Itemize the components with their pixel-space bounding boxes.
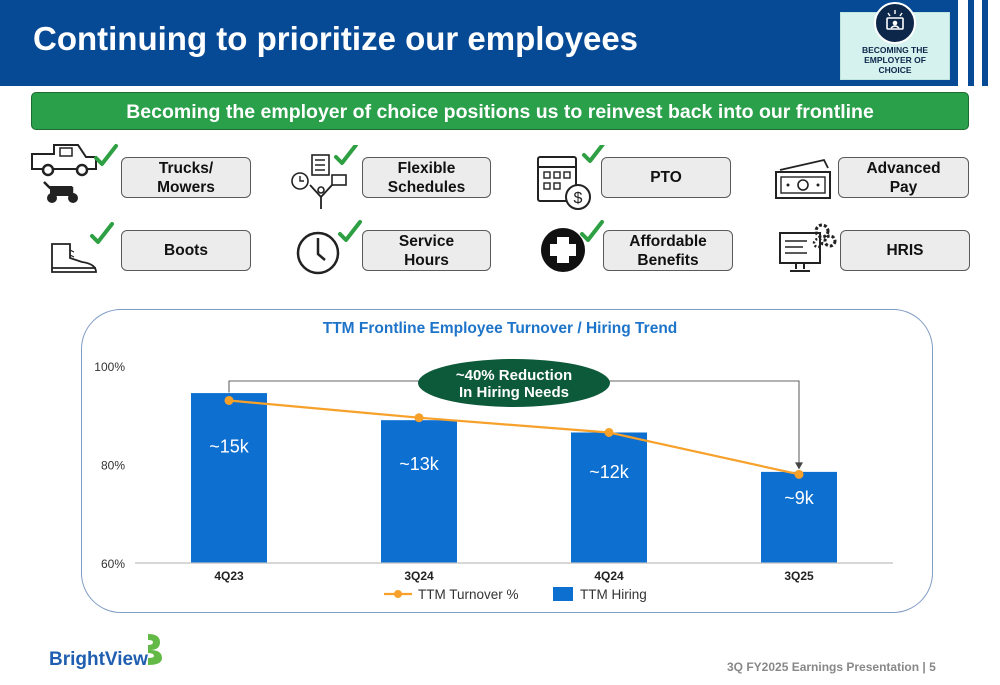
clock-icon: [296, 220, 362, 275]
benefit-label: Advanced Pay: [866, 159, 941, 196]
benefit-label: Flexible Schedules: [387, 159, 466, 196]
boot-icon: [51, 222, 114, 273]
turnover-point: [794, 469, 804, 479]
benefit-boots: Boots: [121, 230, 251, 271]
benefit-flexible-schedules: Flexible Schedules: [362, 157, 491, 198]
turnover-line: [228, 399, 800, 476]
benefit-affordable-benefits: Affordable Benefits: [603, 230, 733, 271]
y-tick-label: 60%: [101, 557, 125, 571]
annotation-text: In Hiring Needs: [459, 384, 569, 401]
medical-cross-icon: [541, 220, 604, 272]
annotation-bubble: [418, 359, 610, 407]
turnover-point: [604, 427, 614, 437]
chart-title: TTM Frontline Employee Turnover / Hiring…: [322, 320, 678, 337]
bar-data-label: ~12k: [589, 462, 630, 482]
legend-line-marker: [394, 590, 402, 598]
badge-emblem-icon: [874, 2, 916, 44]
brand-logo: BrightView: [49, 649, 148, 670]
header-stripe: [958, 0, 968, 86]
benefit-label: PTO: [650, 169, 682, 186]
banner-text: Becoming the employer of choice position…: [126, 101, 874, 123]
bar: [571, 432, 647, 563]
bar: [381, 420, 457, 563]
y-tick-label: 100%: [94, 360, 125, 374]
truck-mower-icon: [31, 144, 118, 203]
computer-gears-icon: [779, 223, 837, 272]
brand-leaf-icon: [148, 634, 162, 665]
y-tick-label: 80%: [101, 459, 125, 473]
bar-data-label: ~9k: [784, 488, 815, 508]
benefit-label: HRIS: [886, 242, 924, 259]
calendar-dollar-icon: $: [537, 145, 605, 210]
annotation-text: ~40% Reduction: [456, 367, 572, 384]
badge-text: BECOMING THE EMPLOYER OF CHOICE: [861, 45, 929, 75]
header-stripe: [974, 0, 982, 86]
bar: [191, 393, 267, 563]
banner: Becoming the employer of choice position…: [31, 92, 969, 130]
flexible-schedule-icon: [291, 145, 358, 209]
cash-icon: [775, 158, 831, 199]
legend-label-hiring: TTM Hiring: [580, 587, 647, 602]
x-tick-label: 3Q25: [784, 569, 814, 583]
legend-bar-swatch: [553, 587, 573, 601]
page-title: Continuing to prioritize our employees: [33, 20, 639, 57]
x-tick-label: 4Q24: [594, 569, 624, 583]
turnover-point: [414, 413, 424, 423]
benefit-trucks-mowers: Trucks/ Mowers: [121, 157, 251, 198]
x-tick-label: 3Q24: [404, 569, 434, 583]
benefit-advanced-pay: Advanced Pay: [838, 157, 969, 198]
benefit-label: Trucks/ Mowers: [157, 159, 215, 196]
x-tick-label: 4Q23: [214, 569, 244, 583]
legend-label-turnover: TTM Turnover %: [418, 587, 519, 602]
svg-text:$: $: [574, 190, 583, 207]
footer-text: 3Q FY2025 Earnings Presentation | 5: [727, 660, 936, 674]
benefit-label: Boots: [164, 242, 208, 259]
benefit-hris: HRIS: [840, 230, 970, 271]
bar: [761, 471, 837, 563]
bar-data-label: ~15k: [209, 437, 250, 457]
header-bar: Continuing to prioritize our employees: [0, 0, 1000, 86]
benefit-pto: PTO: [601, 157, 731, 198]
header-stripe: [988, 0, 1000, 86]
benefit-label: Affordable Benefits: [629, 232, 707, 269]
benefit-service-hours: Service Hours: [362, 230, 491, 271]
benefit-label: Service Hours: [398, 232, 455, 269]
turnover-point: [224, 395, 234, 405]
chart-frame: [81, 309, 933, 613]
annotation-arrowhead: [795, 462, 803, 470]
bar-data-label: ~13k: [399, 454, 440, 474]
